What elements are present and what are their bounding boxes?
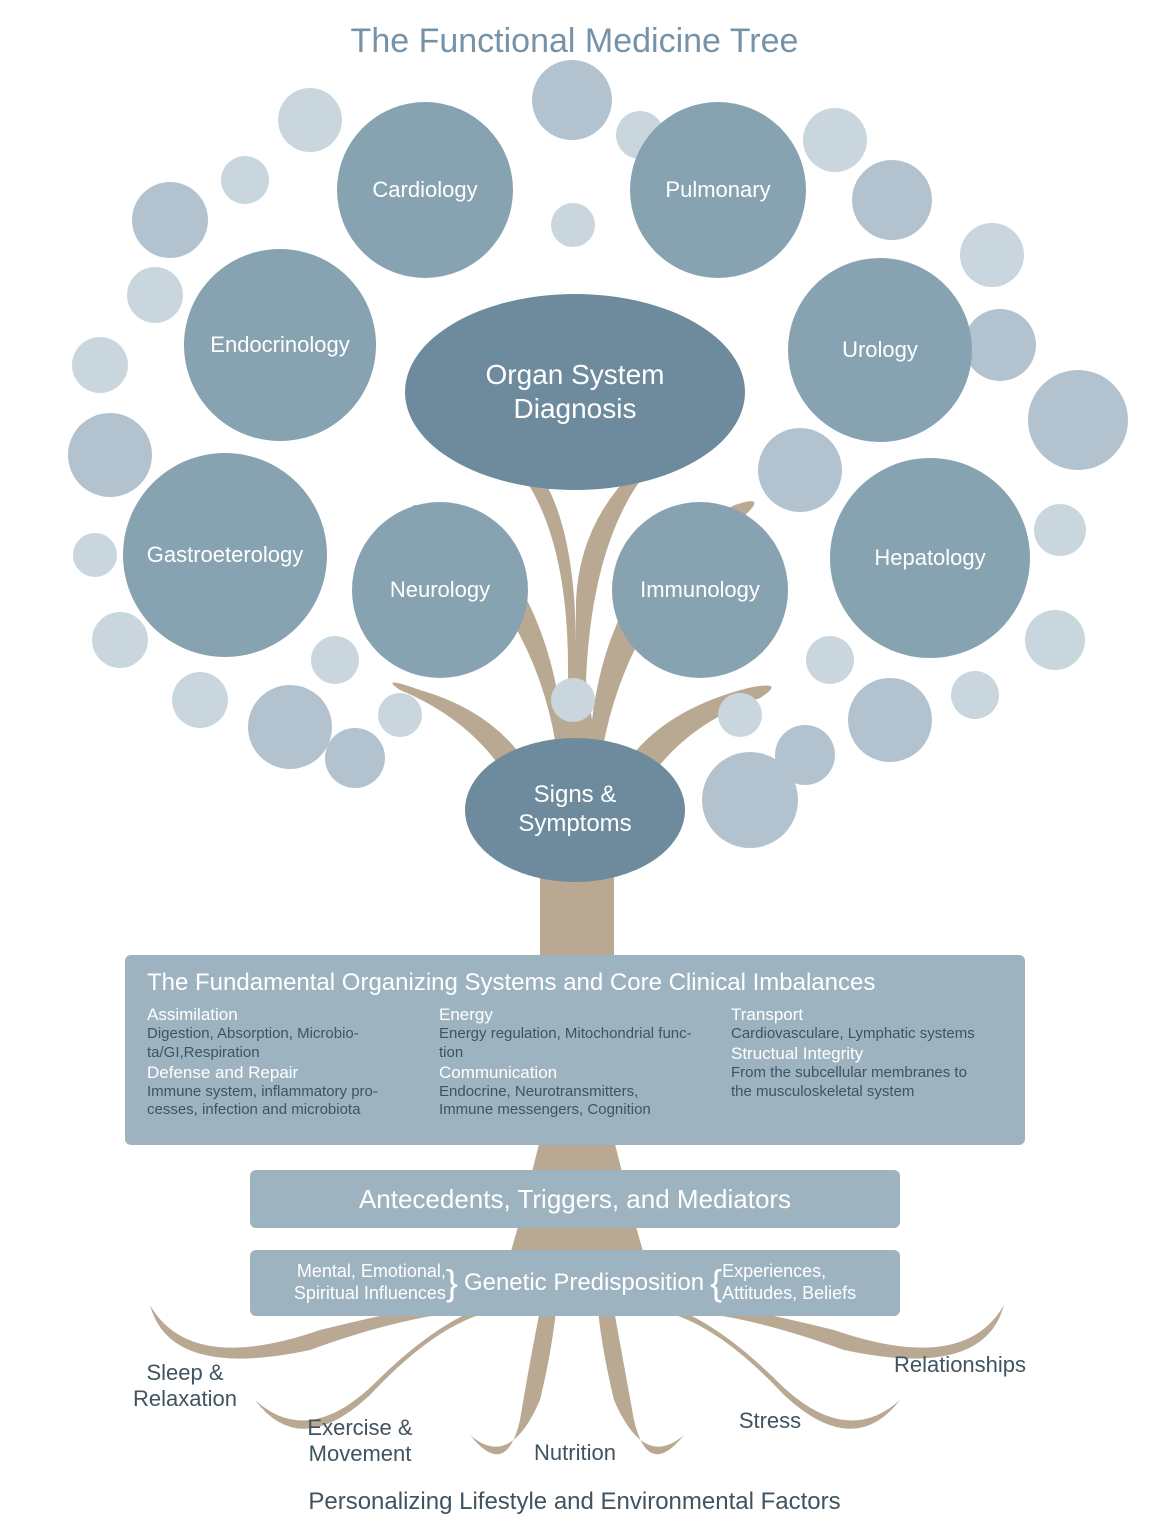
leaf-pulmonary: Pulmonary [630,102,806,278]
bg-leaf-circle [702,752,798,848]
root-label: Relationships [880,1352,1040,1378]
bg-leaf-circle [848,678,932,762]
trunk-path [598,1310,684,1454]
trunk-path [470,1310,556,1454]
leaf-cardiology: Cardiology [337,102,513,278]
leaf-hepatology: Hepatology [830,458,1030,658]
brace-icon: } [446,1265,458,1301]
leaf-immunology: Immunology [612,502,788,678]
root-label: Stress [690,1408,850,1434]
gp-box: Mental, Emotional,Spiritual Influences }… [250,1250,900,1316]
bg-leaf-circle [806,636,854,684]
systems-heading: Defense and Repair [147,1063,419,1083]
systems-box: The Fundamental Organizing Systems and C… [125,955,1025,1145]
systems-heading: Assimilation [147,1005,419,1025]
ellipse-signs-symptoms: Signs & Symptoms [465,738,685,882]
ellipse-organ-system: Organ System Diagnosis [405,294,745,490]
bg-leaf-circle [127,267,183,323]
systems-body: Digestion, Absorption, Microbio- ta/GI,R… [147,1025,419,1063]
systems-column: AssimilationDigestion, Absorption, Micro… [147,1005,419,1120]
systems-box-title: The Fundamental Organizing Systems and C… [147,969,1003,997]
bg-leaf-circle [852,160,932,240]
leaf-endocrinology: Endocrinology [184,249,376,441]
systems-heading: Energy [439,1005,711,1025]
leaf-urology: Urology [788,258,972,442]
bg-leaf-circle [1025,610,1085,670]
atm-box: Antecedents, Triggers, and Mediators [250,1170,900,1228]
bg-leaf-circle [964,309,1036,381]
systems-heading: Structual Integrity [731,1044,1003,1064]
bg-leaf-circle [172,672,228,728]
systems-column: EnergyEnergy regulation, Mitochondrial f… [439,1005,711,1120]
bg-leaf-circle [73,533,117,577]
systems-heading: Communication [439,1063,711,1083]
leaf-gastroenterology: Gastroeterology [123,453,327,657]
bg-leaf-circle [221,156,269,204]
bg-leaf-circle [248,685,332,769]
root-label: Sleep & Relaxation [105,1360,265,1412]
bg-leaf-circle [551,203,595,247]
systems-body: Energy regulation, Mitochondrial func- t… [439,1025,711,1063]
root-label: Nutrition [495,1440,655,1466]
bg-leaf-circle [132,182,208,258]
bg-leaf-circle [72,337,128,393]
gp-right: Experiences, Attitudes, Beliefs [722,1261,870,1304]
atm-label: Antecedents, Triggers, and Mediators [359,1184,791,1215]
bg-leaf-circle [532,60,612,140]
bg-leaf-circle [803,108,867,172]
bg-leaf-circle [1034,504,1086,556]
gp-left: Mental, Emotional,Spiritual Influences [280,1261,446,1304]
bg-leaf-circle [92,612,148,668]
footer-text: Personalizing Lifestyle and Environmenta… [0,1488,1149,1516]
systems-column: TransportCardiovasculare, Lymphatic syst… [731,1005,1003,1120]
bg-leaf-circle [718,693,762,737]
systems-body: Endocrine, Neurotransmitters, Immune mes… [439,1083,711,1121]
bg-leaf-circle [325,728,385,788]
bg-leaf-circle [378,693,422,737]
bg-leaf-circle [278,88,342,152]
systems-body: Immune system, inflammatory pro- cesses,… [147,1083,419,1121]
brace-icon: { [710,1265,722,1301]
leaf-neurology: Neurology [352,502,528,678]
diagram-canvas: The Functional Medicine Tree CardiologyP… [0,0,1149,1536]
systems-heading: Transport [731,1005,1003,1025]
bg-leaf-circle [551,678,595,722]
systems-body: Cardiovasculare, Lymphatic systems [731,1025,1003,1044]
bg-leaf-circle [758,428,842,512]
bg-leaf-circle [68,413,152,497]
root-label: Exercise & Movement [280,1415,440,1467]
bg-leaf-circle [951,671,999,719]
bg-leaf-circle [311,636,359,684]
gp-center: Genetic Predisposition [464,1269,704,1297]
bg-leaf-circle [1028,370,1128,470]
bg-leaf-circle [960,223,1024,287]
systems-body: From the subcellular membranes to the mu… [731,1064,1003,1102]
